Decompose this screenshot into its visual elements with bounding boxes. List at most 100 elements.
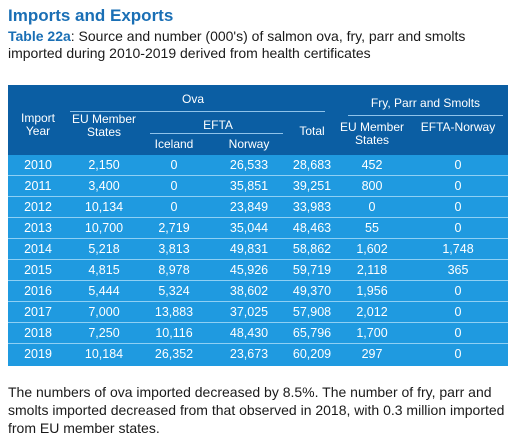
cell-eu-member-states: 4,815 <box>88 263 120 277</box>
table-header: Import Year Ova EU Member States EFTA Ic… <box>8 85 508 155</box>
cell-efta-norway: 0 <box>454 221 462 235</box>
cell-norway: 38,602 <box>229 284 269 298</box>
cell-fry-eu-member-states: 800 <box>361 179 383 193</box>
header-iceland: Iceland <box>154 137 194 151</box>
cell-total: 39,251 <box>292 179 332 193</box>
header-efta: EFTA <box>203 118 233 132</box>
table-row: 2018 7,250 10,116 48,430 65,796 1,700 0 <box>8 323 508 344</box>
cell-total: 58,862 <box>292 242 332 256</box>
cell-eu-member-states: 7,000 <box>88 305 120 319</box>
cell-iceland: 26,352 <box>154 347 194 361</box>
cell-total: 57,908 <box>292 305 332 319</box>
section-heading: Imports and Exports <box>8 6 174 25</box>
header-fry-eu-member-states: EU Member States <box>339 120 404 147</box>
cell-iceland: 0 <box>170 179 178 193</box>
cell-norway: 45,926 <box>229 263 269 277</box>
cell-fry-eu-member-states: 2,012 <box>356 305 388 319</box>
imports-table: Import Year Ova EU Member States EFTA Ic… <box>8 85 508 366</box>
table-row: 2013 10,700 2,719 35,044 48,463 55 0 <box>8 218 508 239</box>
cell-efta-norway: 1,748 <box>442 242 474 256</box>
table-row: 2016 5,444 5,324 38,602 49,370 1,956 0 <box>8 281 508 302</box>
cell-year: 2011 <box>24 179 52 193</box>
cell-iceland: 3,813 <box>158 242 190 256</box>
cell-eu-member-states: 5,444 <box>88 284 120 298</box>
header-divider-ova <box>70 111 325 112</box>
table-caption: Table 22a: Source and number (000's) of … <box>8 28 508 62</box>
cell-total: 60,209 <box>292 347 332 361</box>
table-row: 2015 4,815 8,978 45,926 59,719 2,118 365 <box>8 260 508 281</box>
cell-fry-eu-member-states: 452 <box>361 158 383 172</box>
cell-norway: 37,025 <box>229 305 269 319</box>
cell-total: 49,370 <box>292 284 332 298</box>
header-ova: Ova <box>181 92 204 106</box>
cell-efta-norway: 0 <box>454 179 462 193</box>
cell-iceland: 2,719 <box>158 221 190 235</box>
cell-efta-norway: 0 <box>454 284 462 298</box>
cell-eu-member-states: 3,400 <box>88 179 120 193</box>
cell-efta-norway: 0 <box>454 326 462 340</box>
cell-eu-member-states: 10,184 <box>84 347 124 361</box>
header-import-year: Import Year <box>20 111 55 138</box>
cell-norway: 48,430 <box>229 326 269 340</box>
cell-iceland: 5,324 <box>158 284 190 298</box>
cell-eu-member-states: 2,150 <box>88 158 120 172</box>
cell-iceland: 0 <box>170 200 178 214</box>
header-norway: Norway <box>228 137 270 151</box>
header-eu-member-states: EU Member States <box>71 112 136 139</box>
cell-efta-norway: 0 <box>454 200 462 214</box>
header-efta-norway: EFTA-Norway <box>420 120 496 134</box>
cell-iceland: 8,978 <box>158 263 190 277</box>
header-divider-fry <box>348 115 503 116</box>
cell-norway: 23,849 <box>229 200 269 214</box>
cell-year: 2013 <box>24 221 52 235</box>
cell-efta-norway: 365 <box>447 263 469 277</box>
cell-fry-eu-member-states: 1,956 <box>356 284 388 298</box>
cell-efta-norway: 0 <box>454 158 462 172</box>
cell-year: 2017 <box>24 305 52 319</box>
cell-year: 2019 <box>24 347 52 361</box>
cell-fry-eu-member-states: 1,602 <box>356 242 388 256</box>
cell-iceland: 0 <box>170 158 178 172</box>
cell-eu-member-states: 10,134 <box>84 200 124 214</box>
cell-efta-norway: 0 <box>454 347 462 361</box>
table-row: 2017 7,000 13,883 37,025 57,908 2,012 0 <box>8 302 508 323</box>
cell-norway: 26,533 <box>229 158 269 172</box>
cell-year: 2012 <box>24 200 52 214</box>
table-caption-text: : Source and number (000's) of salmon ov… <box>8 28 466 61</box>
cell-total: 65,796 <box>292 326 332 340</box>
cell-total: 48,463 <box>292 221 332 235</box>
cell-fry-eu-member-states: 297 <box>361 347 383 361</box>
summary-note: The numbers of ova imported decreased by… <box>8 384 505 436</box>
cell-norway: 49,831 <box>229 242 269 256</box>
table-label: Table 22a <box>8 28 71 44</box>
table-row: 2014 5,218 3,813 49,831 58,862 1,602 1,748 <box>8 239 508 260</box>
table-row: 2010 2,150 0 26,533 28,683 452 0 <box>8 155 508 176</box>
cell-total: 28,683 <box>292 158 332 172</box>
cell-year: 2014 <box>24 242 52 256</box>
table-row: 2011 3,400 0 35,851 39,251 800 0 <box>8 176 508 197</box>
cell-fry-eu-member-states: 0 <box>368 200 376 214</box>
header-total: Total <box>299 124 325 138</box>
cell-iceland: 13,883 <box>154 305 194 319</box>
cell-fry-eu-member-states: 55 <box>365 221 379 235</box>
cell-iceland: 10,116 <box>155 326 193 340</box>
cell-fry-eu-member-states: 2,118 <box>356 263 388 277</box>
cell-efta-norway: 0 <box>454 305 462 319</box>
cell-norway: 35,044 <box>229 221 269 235</box>
cell-eu-member-states: 10,700 <box>84 221 124 235</box>
cell-year: 2018 <box>24 326 52 340</box>
cell-fry-eu-member-states: 1,700 <box>356 326 388 340</box>
cell-year: 2015 <box>24 263 52 277</box>
cell-year: 2010 <box>24 158 52 172</box>
cell-total: 33,983 <box>292 200 332 214</box>
cell-total: 59,719 <box>292 263 332 277</box>
table-row: 2012 10,134 0 23,849 33,983 0 0 <box>8 197 508 218</box>
cell-norway: 35,851 <box>229 179 269 193</box>
table-body: 2010 2,150 0 26,533 28,683 452 0 2011 3,400 0 35,8… <box>8 155 508 365</box>
cell-norway: 23,673 <box>229 347 269 361</box>
cell-year: 2016 <box>24 284 52 298</box>
header-fry-parr-smolts: Fry, Parr and Smolts <box>370 96 481 110</box>
cell-eu-member-states: 7,250 <box>88 326 120 340</box>
table-row: 2019 10,184 26,352 23,673 60,209 297 0 <box>8 344 508 365</box>
cell-eu-member-states: 5,218 <box>88 242 120 256</box>
